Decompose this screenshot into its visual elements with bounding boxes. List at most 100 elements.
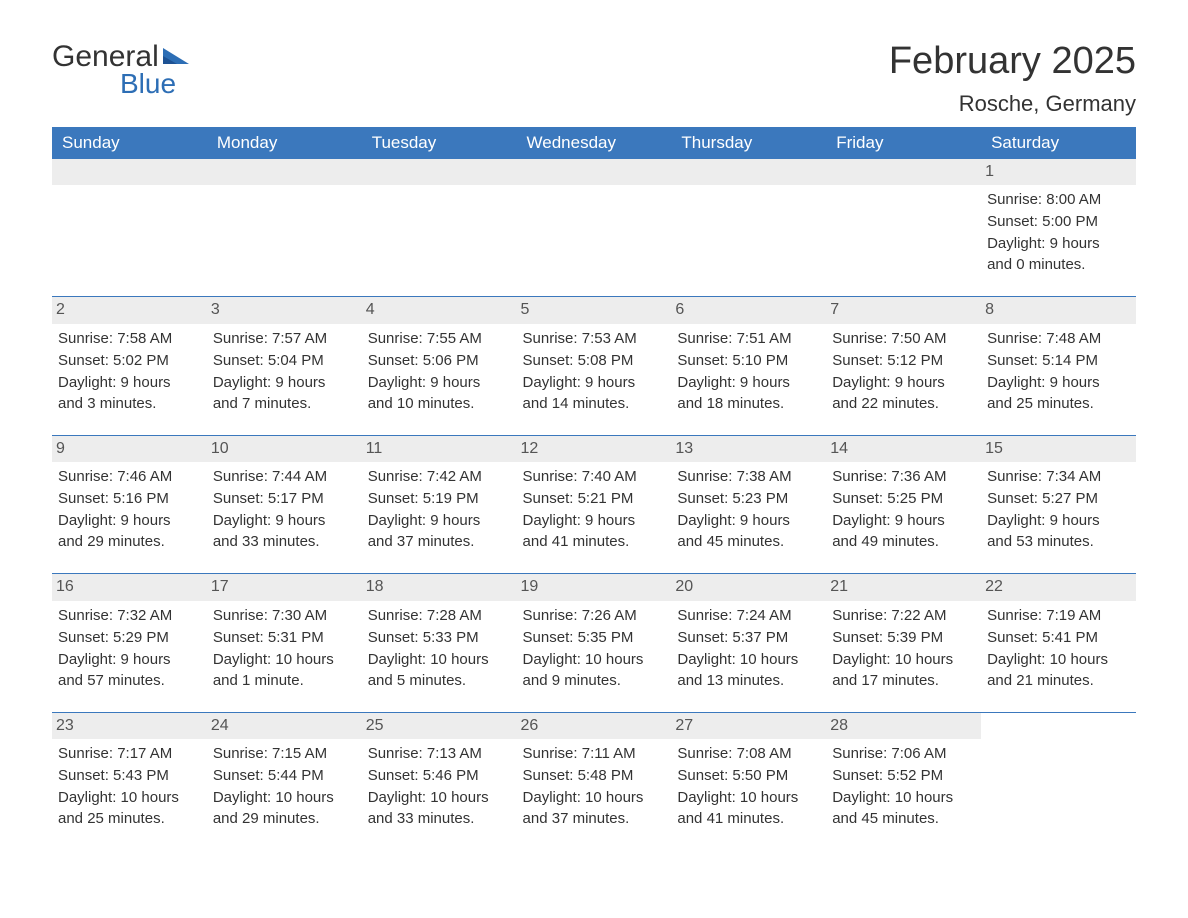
sunset-line: Sunset: 5:14 PM [987, 350, 1126, 371]
calendar-cell: 11Sunrise: 7:42 AMSunset: 5:19 PMDayligh… [362, 435, 517, 573]
title-block: February 2025 Rosche, Germany [889, 40, 1136, 117]
sunrise-line: Sunrise: 7:48 AM [987, 328, 1126, 349]
calendar-cell: 21Sunrise: 7:22 AMSunset: 5:39 PMDayligh… [826, 574, 981, 712]
day-number: 19 [517, 574, 672, 600]
empty-day-bg [671, 159, 826, 185]
day-number: 2 [52, 297, 207, 323]
calendar-cell: 27Sunrise: 7:08 AMSunset: 5:50 PMDayligh… [671, 712, 826, 850]
calendar-cell: 6Sunrise: 7:51 AMSunset: 5:10 PMDaylight… [671, 297, 826, 435]
day-number: 20 [671, 574, 826, 600]
sunrise-line: Sunrise: 7:26 AM [523, 605, 662, 626]
calendar-week-row: 1 Sunrise: 8:00 AMSunset: 5:00 PMDaylight… [52, 159, 1136, 297]
day-number: 15 [981, 436, 1136, 462]
sunset-line: Sunset: 5:00 PM [987, 211, 1126, 232]
sunset-line: Sunset: 5:39 PM [832, 627, 971, 648]
sunrise-line: Sunrise: 7:38 AM [677, 466, 816, 487]
sunset-line: Sunset: 5:02 PM [58, 350, 197, 371]
daylight-line: Daylight: 10 hours and 41 minutes. [677, 787, 816, 829]
daylight-line: Daylight: 9 hours and 7 minutes. [213, 372, 352, 414]
day-detail: Sunrise: 8:00 AMSunset: 5:00 PMDaylight:… [987, 189, 1126, 275]
day-detail: Sunrise: 7:15 AMSunset: 5:44 PMDaylight:… [213, 743, 352, 829]
calendar-week-row: 16Sunrise: 7:32 AMSunset: 5:29 PMDayligh… [52, 574, 1136, 712]
day-number: 6 [671, 297, 826, 323]
day-number: 12 [517, 436, 672, 462]
sunset-line: Sunset: 5:29 PM [58, 627, 197, 648]
day-detail: Sunrise: 7:32 AMSunset: 5:29 PMDaylight:… [58, 605, 197, 691]
calendar-cell [52, 159, 207, 297]
day-header: Saturday [981, 127, 1136, 159]
daylight-line: Daylight: 10 hours and 45 minutes. [832, 787, 971, 829]
sunrise-line: Sunrise: 7:34 AM [987, 466, 1126, 487]
sunrise-line: Sunrise: 7:57 AM [213, 328, 352, 349]
daylight-line: Daylight: 9 hours and 37 minutes. [368, 510, 507, 552]
day-number: 1 [981, 159, 1136, 185]
day-number: 23 [52, 713, 207, 739]
calendar-cell: 2Sunrise: 7:58 AMSunset: 5:02 PMDaylight… [52, 297, 207, 435]
calendar-cell: 18Sunrise: 7:28 AMSunset: 5:33 PMDayligh… [362, 574, 517, 712]
day-number: 28 [826, 713, 981, 739]
empty-day-bg [826, 159, 981, 185]
sunset-line: Sunset: 5:35 PM [523, 627, 662, 648]
day-header: Sunday [52, 127, 207, 159]
calendar-cell: 20 Sunrise: 7:24 AMSunset: 5:37 PMDayligh… [671, 574, 826, 712]
calendar-cell: 5Sunrise: 7:53 AMSunset: 5:08 PMDaylight… [517, 297, 672, 435]
calendar-cell: 28 Sunrise: 7:06 AMSunset: 5:52 PMDayligh… [826, 712, 981, 850]
daylight-line: Daylight: 9 hours and 22 minutes. [832, 372, 971, 414]
daylight-line: Daylight: 9 hours and 0 minutes. [987, 233, 1126, 275]
calendar-cell: 23 Sunrise: 7:17 AMSunset: 5:43 PMDayligh… [52, 712, 207, 850]
calendar-week-row: 23 Sunrise: 7:17 AMSunset: 5:43 PMDayligh… [52, 712, 1136, 850]
calendar-cell: 16Sunrise: 7:32 AMSunset: 5:29 PMDayligh… [52, 574, 207, 712]
day-detail: Sunrise: 7:55 AMSunset: 5:06 PMDaylight:… [368, 328, 507, 414]
day-detail: Sunrise: 7:36 AMSunset: 5:25 PMDaylight:… [832, 466, 971, 552]
sunset-line: Sunset: 5:43 PM [58, 765, 197, 786]
header: General Blue February 2025 Rosche, Germa… [52, 40, 1136, 117]
day-detail: Sunrise: 7:06 AMSunset: 5:52 PMDaylight:… [832, 743, 971, 829]
calendar-cell [981, 712, 1136, 850]
day-detail: Sunrise: 7:44 AMSunset: 5:17 PMDaylight:… [213, 466, 352, 552]
daylight-line: Daylight: 9 hours and 29 minutes. [58, 510, 197, 552]
day-number: 10 [207, 436, 362, 462]
daylight-line: Daylight: 9 hours and 53 minutes. [987, 510, 1126, 552]
sunrise-line: Sunrise: 7:08 AM [677, 743, 816, 764]
calendar-cell [671, 159, 826, 297]
calendar-cell: 17Sunrise: 7:30 AMSunset: 5:31 PMDayligh… [207, 574, 362, 712]
sunset-line: Sunset: 5:25 PM [832, 488, 971, 509]
day-detail: Sunrise: 7:24 AMSunset: 5:37 PMDaylight:… [677, 605, 816, 691]
sunset-line: Sunset: 5:41 PM [987, 627, 1126, 648]
day-header: Thursday [671, 127, 826, 159]
day-number: 9 [52, 436, 207, 462]
calendar-cell: 3Sunrise: 7:57 AMSunset: 5:04 PMDaylight… [207, 297, 362, 435]
day-detail: Sunrise: 7:30 AMSunset: 5:31 PMDaylight:… [213, 605, 352, 691]
sunset-line: Sunset: 5:44 PM [213, 765, 352, 786]
day-header: Monday [207, 127, 362, 159]
location-label: Rosche, Germany [889, 91, 1136, 117]
sunrise-line: Sunrise: 8:00 AM [987, 189, 1126, 210]
day-detail: Sunrise: 7:34 AMSunset: 5:27 PMDaylight:… [987, 466, 1126, 552]
calendar-week-row: 2Sunrise: 7:58 AMSunset: 5:02 PMDaylight… [52, 297, 1136, 435]
daylight-line: Daylight: 10 hours and 9 minutes. [523, 649, 662, 691]
empty-day-bg [52, 159, 207, 185]
sunset-line: Sunset: 5:46 PM [368, 765, 507, 786]
daylight-line: Daylight: 9 hours and 25 minutes. [987, 372, 1126, 414]
calendar-cell [207, 159, 362, 297]
daylight-line: Daylight: 10 hours and 13 minutes. [677, 649, 816, 691]
calendar-cell: 9Sunrise: 7:46 AMSunset: 5:16 PMDaylight… [52, 435, 207, 573]
sunset-line: Sunset: 5:06 PM [368, 350, 507, 371]
sunrise-line: Sunrise: 7:30 AM [213, 605, 352, 626]
sunrise-line: Sunrise: 7:40 AM [523, 466, 662, 487]
sunset-line: Sunset: 5:37 PM [677, 627, 816, 648]
calendar-cell: 25Sunrise: 7:13 AMSunset: 5:46 PMDayligh… [362, 712, 517, 850]
day-number: 21 [826, 574, 981, 600]
day-detail: Sunrise: 7:08 AMSunset: 5:50 PMDaylight:… [677, 743, 816, 829]
calendar-table: SundayMondayTuesdayWednesdayThursdayFrid… [52, 127, 1136, 850]
day-detail: Sunrise: 7:42 AMSunset: 5:19 PMDaylight:… [368, 466, 507, 552]
calendar-cell: 8Sunrise: 7:48 AMSunset: 5:14 PMDaylight… [981, 297, 1136, 435]
sunrise-line: Sunrise: 7:36 AM [832, 466, 971, 487]
day-detail: Sunrise: 7:57 AMSunset: 5:04 PMDaylight:… [213, 328, 352, 414]
day-number: 24 [207, 713, 362, 739]
day-detail: Sunrise: 7:38 AMSunset: 5:23 PMDaylight:… [677, 466, 816, 552]
daylight-line: Daylight: 9 hours and 45 minutes. [677, 510, 816, 552]
month-title: February 2025 [889, 40, 1136, 83]
day-detail: Sunrise: 7:17 AMSunset: 5:43 PMDaylight:… [58, 743, 197, 829]
daylight-line: Daylight: 10 hours and 5 minutes. [368, 649, 507, 691]
